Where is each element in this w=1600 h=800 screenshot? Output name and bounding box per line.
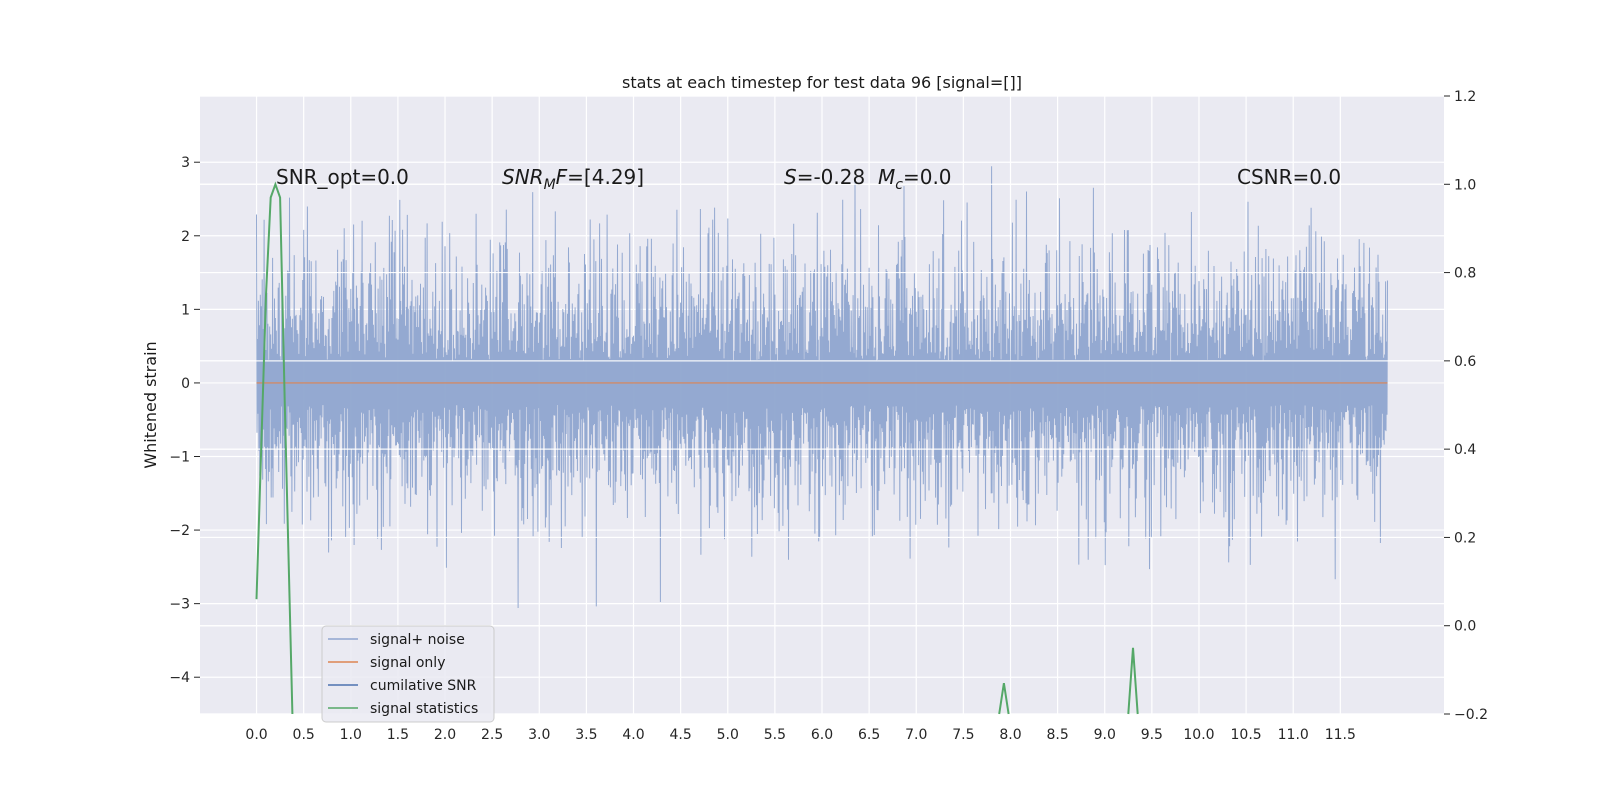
y2-tick-labels: −0.2 0.0 0.2 0.4 0.6 0.8 1.0 1.2: [1454, 89, 1488, 723]
x-tick-label: 2.5: [481, 727, 503, 743]
legend-label-signal-noise: signal+ noise: [370, 632, 465, 648]
y2-tick-label: −0.2: [1454, 707, 1488, 723]
y-tick-label: −1: [169, 450, 190, 466]
signal-noise-line: [256, 166, 1388, 609]
y2-tick-label: 1.0: [1454, 177, 1476, 193]
x-tick-label: 8.5: [1046, 727, 1068, 743]
x-tick-label: 0.0: [245, 727, 267, 743]
y-tick-label: −3: [169, 597, 190, 613]
x-tick-label: 6.0: [811, 727, 833, 743]
y2-tick-label: 0.2: [1454, 530, 1476, 546]
legend-label-cumilative-snr: cumilative SNR: [370, 678, 477, 694]
x-tick-label: 1.0: [340, 727, 362, 743]
signal-statistics-line: [255, 181, 294, 715]
x-tick-label: 4.5: [670, 727, 692, 743]
y-tick-labels: −4 −3 −2 −1 0 1 2 3: [169, 155, 190, 686]
x-tick-label: 4.0: [622, 727, 644, 743]
annotation-snr-mf: SNRMF=[4.29]: [502, 165, 644, 193]
legend-label-signal-only: signal only: [370, 655, 445, 671]
signal-statistics-peak: [998, 682, 1010, 715]
x-tick-label: 7.0: [905, 727, 927, 743]
chart-title: stats at each timestep for test data 96 …: [622, 73, 1022, 92]
x-tick-label: 5.0: [717, 727, 739, 743]
y2-tick-label: 0.4: [1454, 442, 1476, 458]
x-tick-label: 10.5: [1231, 727, 1262, 743]
x-tick-label: 7.5: [952, 727, 974, 743]
legend: signal+ noise signal only cumilative SNR…: [321, 625, 495, 723]
legend-box: [321, 625, 495, 723]
x-tick-label: 3.5: [575, 727, 597, 743]
y2-tick-label: 0.6: [1454, 354, 1476, 370]
x-tick-label: 6.5: [858, 727, 880, 743]
x-tick-label: 11.5: [1325, 727, 1356, 743]
y2-tick-label: 0.0: [1454, 619, 1476, 635]
x-tick-label: 0.5: [293, 727, 315, 743]
signal-statistics-peak: [1127, 647, 1139, 715]
x-tick-label: 10.0: [1183, 727, 1214, 743]
annotation-snr-opt: SNR_opt=0.0: [276, 165, 409, 189]
x-tick-label: 11.0: [1278, 727, 1309, 743]
y-tick-label: 2: [181, 229, 190, 245]
y-tick-label: −4: [169, 670, 190, 686]
x-tick-label: 9.5: [1141, 727, 1163, 743]
series-lines: [255, 181, 1388, 715]
x-tick-label: 2.0: [434, 727, 456, 743]
annotation-csnr: CSNR=0.0: [1237, 165, 1341, 189]
y-tick-label: 1: [181, 302, 190, 318]
y-axis-label: Whitened strain: [141, 341, 160, 468]
annotation-s: S=-0.28: [784, 165, 865, 189]
x-tick-label: 9.0: [1094, 727, 1116, 743]
y-tick-label: 3: [181, 155, 190, 171]
legend-label-signal-statistics: signal statistics: [370, 701, 478, 717]
x-tick-label: 5.5: [764, 727, 786, 743]
annotation-mc: Mc=0.0: [878, 165, 952, 193]
x-tick-label: 1.5: [387, 727, 409, 743]
x-tick-label: 3.0: [528, 727, 550, 743]
y2-tick-label: 1.2: [1454, 89, 1476, 105]
x-tick-labels: 0.0 0.5 1.0 1.5 2.0 2.5 3.0 3.5 4.0 4.5 5.0 5.5 6.0 6…: [245, 727, 1356, 743]
y2-tick-label: 0.8: [1454, 266, 1476, 282]
y-tick-label: −2: [169, 523, 190, 539]
x-tick-label: 8.0: [999, 727, 1021, 743]
y-tick-label: 0: [181, 376, 190, 392]
